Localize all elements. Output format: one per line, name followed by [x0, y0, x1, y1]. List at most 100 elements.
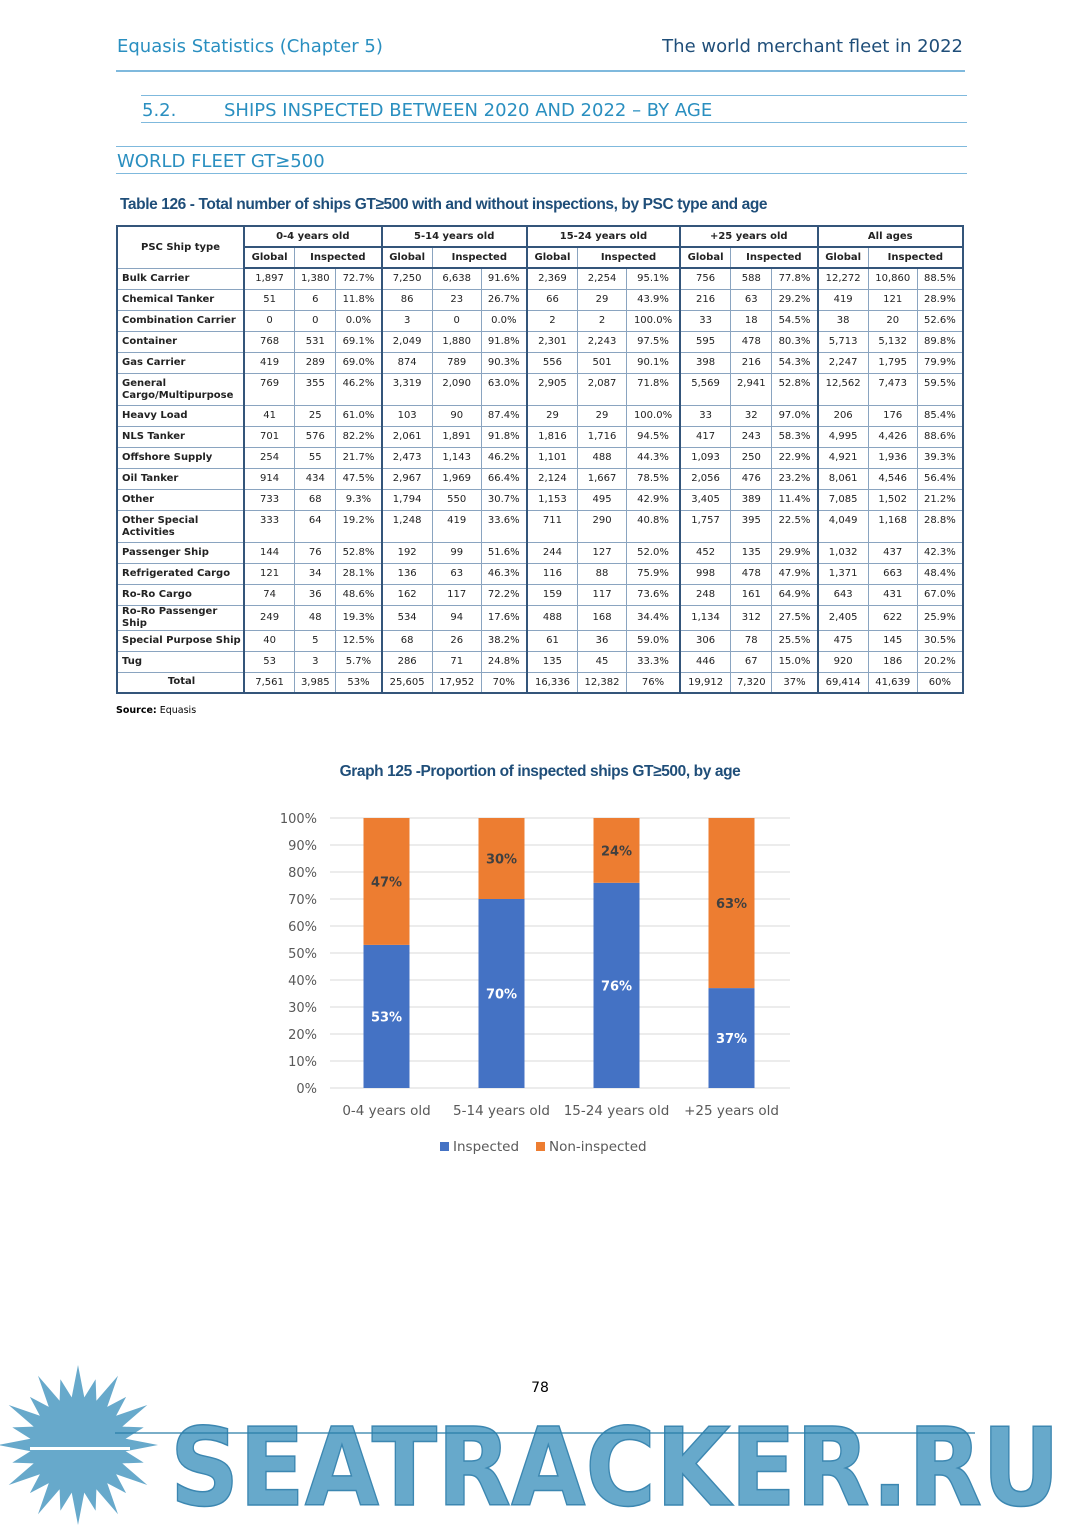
bar-inspected [363, 944, 410, 1088]
cell: 768 [243, 330, 296, 353]
cell: 1,134 [679, 604, 732, 631]
cell: 7,561 [243, 671, 296, 694]
cell: 216 [730, 351, 773, 374]
y-tick-label: 0% [296, 1082, 317, 1097]
x-tick-label: +25 years old [684, 1103, 779, 1119]
cell: 56.4% [916, 467, 964, 490]
col-header-group: 5-14 years old [381, 225, 528, 248]
cell: 100.0% [626, 404, 682, 427]
row-label: Chemical Tanker [116, 288, 245, 311]
cell: 2 [577, 309, 628, 332]
cell: 4,921 [817, 446, 869, 469]
cell: 46.2% [480, 446, 528, 469]
cell: 41,639 [867, 671, 918, 694]
section-number: 5.2. [142, 100, 177, 121]
cell: 1,101 [526, 446, 579, 469]
cell: 21.2% [916, 488, 964, 511]
header-title: The world merchant fleet in 2022 [662, 36, 963, 57]
cell: 206 [817, 404, 869, 427]
cell: 186 [867, 650, 918, 673]
row-label: Offshore Supply [116, 446, 245, 469]
table-row: Heavy Load 41 25 61.0% 103 90 87.4% 29 29 100.0% 3… [116, 404, 964, 427]
cell: 4,426 [867, 425, 918, 448]
cell: 25,605 [381, 671, 433, 694]
row-label: Tug [116, 650, 245, 673]
legend-swatch [440, 1142, 449, 1151]
cell: 2,905 [526, 372, 579, 406]
cell: 355 [294, 372, 337, 406]
cell: 86 [381, 288, 433, 311]
cell: 48.6% [335, 583, 383, 606]
cell: 66.4% [480, 467, 528, 490]
cell: 1,816 [526, 425, 579, 448]
cell: 90.1% [626, 351, 682, 374]
table-row: NLS Tanker 701 576 82.2% 2,061 1,891 91.8% 1,81… [116, 425, 964, 448]
cell: 495 [577, 488, 628, 511]
cell: 4,995 [817, 425, 869, 448]
cell: 431 [867, 583, 918, 606]
cell: 135 [730, 541, 773, 564]
cell: 446 [679, 650, 732, 673]
col-header-inspected: Inspected [294, 246, 383, 269]
cell: 100.0% [626, 309, 682, 332]
cell: 1,143 [431, 446, 482, 469]
cell: 23 [431, 288, 482, 311]
col-header-group: All ages [817, 225, 965, 248]
cell: 37% [771, 671, 819, 694]
row-label: General Cargo/Multipurpose [116, 372, 245, 406]
seatracker-watermark-logo: SEATRACKER.RU [0, 1365, 1061, 1527]
col-header-inspected: Inspected [577, 246, 682, 269]
cell: 34 [294, 562, 337, 585]
legend-label: Inspected [453, 1139, 519, 1155]
cell: 7,085 [817, 488, 869, 511]
cell: 2,124 [526, 467, 579, 490]
cell: 19,912 [679, 671, 732, 694]
cell: 434 [294, 467, 337, 490]
cell: 73.6% [626, 583, 682, 606]
cell: 5 [294, 629, 337, 652]
cell: 0 [431, 309, 482, 332]
cell: 71 [431, 650, 482, 673]
cell: 595 [679, 330, 732, 353]
cell: 711 [526, 509, 579, 543]
cell: 1,093 [679, 446, 732, 469]
cell: 63 [730, 288, 773, 311]
row-label: Refrigerated Cargo [116, 562, 245, 585]
cell: 29 [577, 404, 628, 427]
cell: 64 [294, 509, 337, 543]
cell: 90.3% [480, 351, 528, 374]
cell: 97.0% [771, 404, 819, 427]
cell: 29.2% [771, 288, 819, 311]
cell: 2,473 [381, 446, 433, 469]
cell: 11.4% [771, 488, 819, 511]
row-label: Special Purpose Ship [116, 629, 245, 652]
cell: 1,757 [679, 509, 732, 543]
row-label: Combination Carrier [116, 309, 245, 332]
cell: 78 [730, 629, 773, 652]
data-label: 37% [716, 1032, 747, 1047]
cell: 33 [679, 404, 732, 427]
cell: 63.0% [480, 372, 528, 406]
cell: 914 [243, 467, 296, 490]
cell: 998 [679, 562, 732, 585]
cell: 28.9% [916, 288, 964, 311]
cell: 3 [294, 650, 337, 673]
chart-title: Graph 125 -Proportion of inspected ships… [339, 763, 741, 780]
cell: 52.8% [771, 372, 819, 406]
cell: 2,056 [679, 467, 732, 490]
cell: 248 [679, 583, 732, 606]
cell: 7,250 [381, 267, 433, 290]
cell: 68 [294, 488, 337, 511]
y-tick-label: 50% [288, 947, 317, 962]
cell: 30.7% [480, 488, 528, 511]
source-value: Equasis [159, 705, 197, 716]
y-tick-label: 70% [288, 893, 317, 908]
cell: 121 [867, 288, 918, 311]
cell: 389 [730, 488, 773, 511]
y-tick-label: 40% [288, 974, 317, 989]
cell: 64.9% [771, 583, 819, 606]
cell: 127 [577, 541, 628, 564]
cell: 85.4% [916, 404, 964, 427]
cell: 663 [867, 562, 918, 585]
cell: 0 [243, 309, 296, 332]
